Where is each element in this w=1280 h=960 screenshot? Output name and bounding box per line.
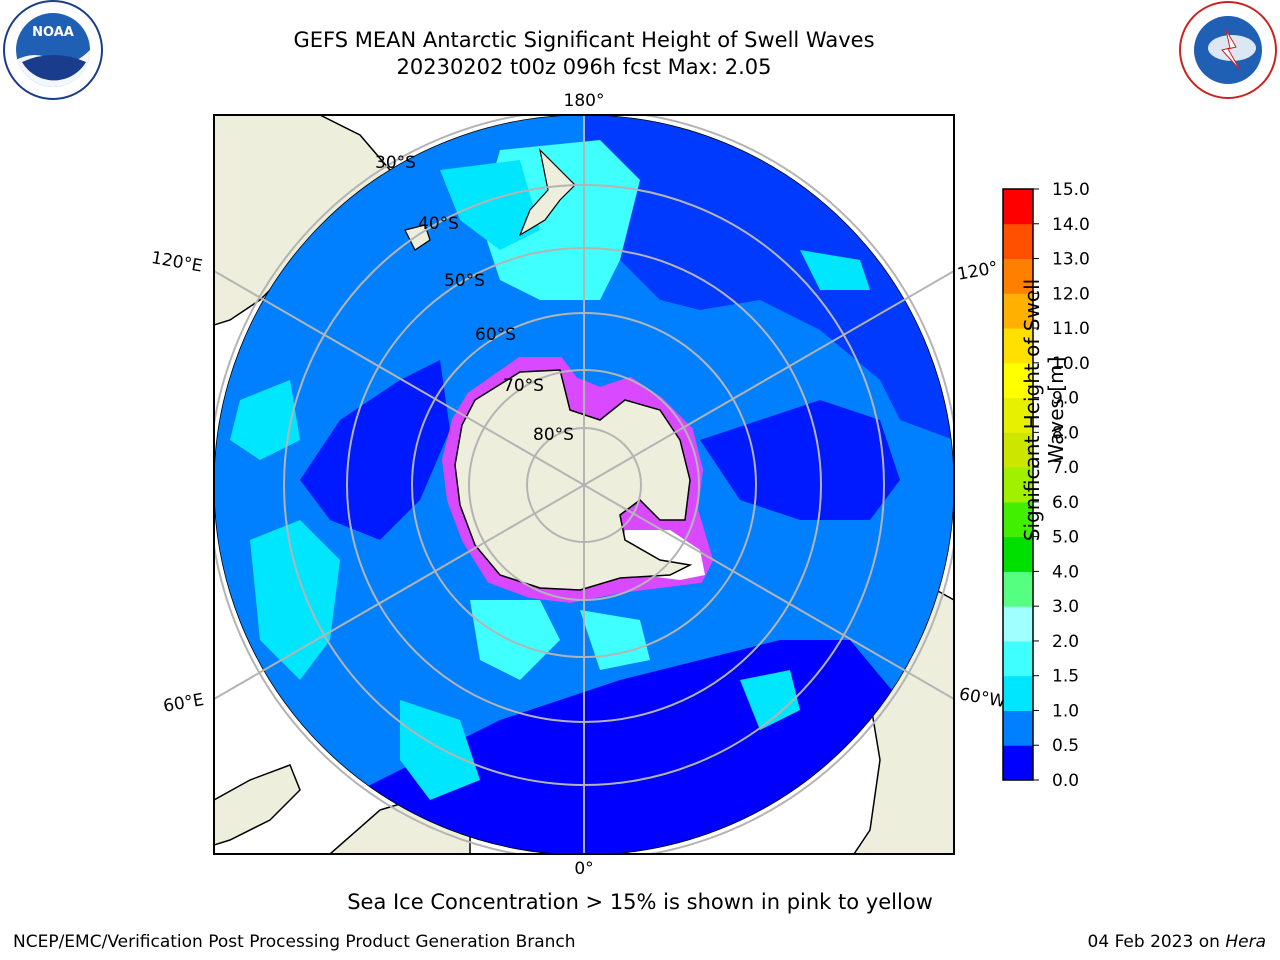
lat-label-80s: 80°S <box>533 425 574 445</box>
colorbar-segment <box>1003 606 1033 642</box>
lon-label-120e: 120°E <box>150 248 204 277</box>
footer-credit: NCEP/EMC/Verification Post Processing Pr… <box>13 932 576 952</box>
colorbar-tick-label: 13.0 <box>1052 250 1090 270</box>
lat-label-40s: 40°S <box>418 214 459 234</box>
footer-host: Hera <box>1225 932 1266 952</box>
colorbar-tick-label: 9.0 <box>1052 389 1079 409</box>
colorbar-tick-label: 8.0 <box>1052 423 1079 443</box>
colorbar-segment <box>1003 467 1033 503</box>
colorbar-tick-label: 12.0 <box>1052 284 1090 304</box>
colorbar-segment <box>1003 293 1033 329</box>
colorbar-segment <box>1003 362 1033 399</box>
footer-date: 04 Feb 2023 on Hera <box>1088 932 1266 952</box>
colorbar-segment <box>1003 397 1033 433</box>
colorbar-tick-label: 11.0 <box>1052 319 1090 339</box>
colorbar-segment <box>1003 571 1033 607</box>
colorbar-segment <box>1003 640 1033 677</box>
ocean-1.0-1.5-southeast <box>740 670 800 730</box>
ocean-1.0-1.5-north <box>440 160 540 250</box>
colorbar-tick-label: 14.0 <box>1052 215 1090 235</box>
colorbar-segment <box>1003 501 1033 538</box>
colorbar-segment <box>1003 223 1033 260</box>
colorbar-segment <box>1003 710 1033 746</box>
colorbar-segment <box>1003 536 1033 572</box>
map-frame <box>213 114 955 855</box>
colorbar-tick-label: 3.0 <box>1052 597 1079 617</box>
ocean-1.0-1.5-south <box>470 600 650 680</box>
sea-ice-caption: Sea Ice Concentration > 15% is shown in … <box>347 890 933 914</box>
colorbar-tick-label: 4.0 <box>1052 562 1079 582</box>
lat-label-70s: 70°S <box>503 376 544 396</box>
chart-title: GEFS MEAN Antarctic Significant Height o… <box>293 28 875 52</box>
land-new-zealand <box>518 148 576 237</box>
colorbar-label-line2: Waves [m] <box>1044 356 1068 464</box>
colorbar-tick-label: 1.0 <box>1052 701 1079 721</box>
longitude-grid <box>214 115 954 854</box>
colorbar: 0.0 0.5 1.0 1.5 2.0 3.0 4.0 5.0 6.0 7.0 8.0 9.0 10.0… <box>1002 180 1090 791</box>
chart-subtitle: 20230202 t00z 096h fcst Max: 2.05 <box>396 55 772 79</box>
nws-logo <box>1176 0 1280 106</box>
colorbar-tick-label: 2.0 <box>1052 632 1079 652</box>
ocean-1.0-1.5-west <box>230 380 300 460</box>
colorbar-segment <box>1003 432 1033 468</box>
colorbar-tick-label: 5.0 <box>1052 528 1079 548</box>
lon-label-120w: 120° <box>956 258 1000 285</box>
colorbar-segment <box>1003 328 1033 364</box>
colorbar-tick-label: 0.5 <box>1052 736 1079 756</box>
lat-label-30s: 30°S <box>375 153 416 173</box>
ocean-1.0-1.5-northeast <box>800 250 870 290</box>
colorbar-tick-label: 10.0 <box>1052 354 1090 374</box>
colorbar-label: Significant Height of Swell Waves [m] <box>1020 279 1068 541</box>
colorbar-tick-label: 15.0 <box>1052 180 1090 200</box>
footer-date-text: 04 Feb 2023 on <box>1087 932 1226 952</box>
colorbar-frame <box>1002 188 1034 781</box>
colorbar-segment <box>1003 745 1033 781</box>
noaa-logo: NOAA <box>0 0 106 106</box>
lon-label-0: 0° <box>574 859 593 879</box>
colorbar-segment <box>1003 258 1033 294</box>
colorbar-tick-label: 7.0 <box>1052 458 1079 478</box>
noaa-logo-text: NOAA <box>32 25 74 40</box>
lat-label-60s: 60°S <box>475 325 516 345</box>
colorbar-tick-label: 0.0 <box>1052 771 1079 791</box>
lat-label-50s: 50°S <box>444 271 485 291</box>
colorbar-segment <box>1003 189 1033 225</box>
colorbar-label-line1: Significant Height of Swell <box>1020 278 1044 542</box>
colorbar-segment <box>1003 675 1033 711</box>
lon-label-60w: 60°W <box>957 684 1007 712</box>
colorbar-tick-label: 6.0 <box>1052 493 1079 513</box>
ocean-1.0-1.5-southwest2 <box>400 700 480 800</box>
lon-label-60e: 60°E <box>162 690 206 717</box>
lon-label-180: 180° <box>564 91 605 111</box>
colorbar-tick-label: 1.5 <box>1052 667 1079 687</box>
ocean-0-0.5-east <box>700 400 900 520</box>
